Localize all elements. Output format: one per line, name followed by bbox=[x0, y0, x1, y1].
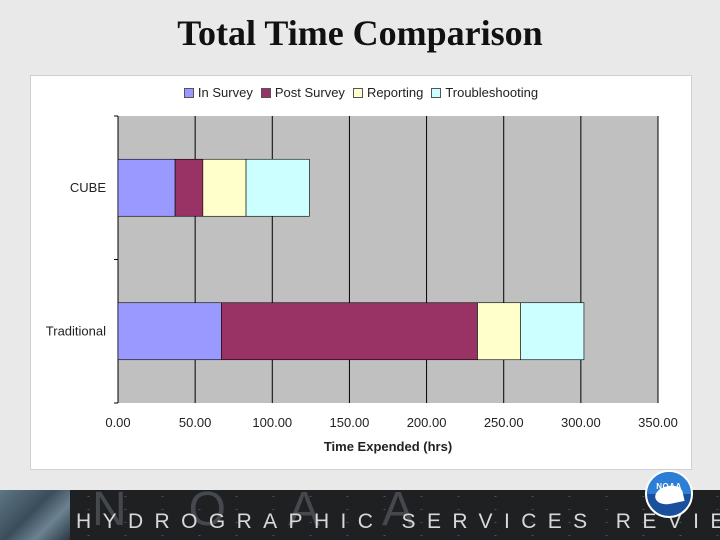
legend-swatch bbox=[352, 87, 363, 98]
legend-item: Reporting bbox=[352, 85, 424, 100]
banner-photo bbox=[0, 490, 70, 540]
bar-traditional-reporting bbox=[477, 302, 521, 361]
bar-traditional-troubleshooting bbox=[520, 302, 585, 361]
slide-title: Total Time Comparison bbox=[177, 13, 543, 53]
bar-traditional-in-survey bbox=[117, 302, 222, 361]
noaa-logo: NOAA bbox=[645, 470, 693, 518]
chart-panel: In Survey Post Survey Reporting Troubleshoo… bbox=[30, 75, 692, 470]
category-label: CUBE bbox=[70, 180, 106, 195]
bar-cube-post-survey bbox=[174, 158, 204, 217]
x-tick-label: 350.00 bbox=[638, 415, 678, 430]
legend-swatch bbox=[431, 87, 442, 98]
banner-pattern bbox=[70, 490, 720, 540]
bar-cube-reporting bbox=[202, 158, 247, 217]
legend-label: Post Survey bbox=[274, 85, 345, 100]
x-axis-title: Time Expended (hrs) bbox=[324, 439, 452, 454]
x-tick-label: 50.00 bbox=[179, 415, 212, 430]
x-tick-label: 300.00 bbox=[561, 415, 601, 430]
banner-panel-name: HYDROGRAPHIC SERVICES REVIEW PANEL bbox=[76, 510, 720, 533]
x-tick-label: 100.00 bbox=[252, 415, 292, 430]
x-tick-label: 200.00 bbox=[407, 415, 447, 430]
footer-banner: NOAA HYDROGRAPHIC SERVICES REVIEW PANEL bbox=[0, 490, 720, 540]
banner-noaa-letters: NOAA bbox=[92, 490, 477, 536]
x-tick-label: 150.00 bbox=[330, 415, 370, 430]
chart-legend: In Survey Post Survey Reporting Troubleshoo… bbox=[31, 85, 691, 100]
legend-item: Post Survey bbox=[260, 85, 345, 100]
legend-label: Troubleshooting bbox=[445, 85, 539, 100]
x-tick-label: 250.00 bbox=[484, 415, 524, 430]
bar-traditional-post-survey bbox=[221, 302, 478, 361]
legend-item: In Survey bbox=[183, 85, 253, 100]
bar-cube-in-survey bbox=[117, 158, 176, 217]
legend-swatch bbox=[183, 87, 194, 98]
legend-label: In Survey bbox=[197, 85, 253, 100]
bar-cube-troubleshooting bbox=[245, 158, 310, 217]
stacked-bar-chart: CUBE Traditional 0.00 50.00 100.00 150.00 200.… bbox=[46, 115, 678, 454]
category-label: Traditional bbox=[46, 323, 106, 338]
x-tick-label: 0.00 bbox=[105, 415, 130, 430]
legend-item: Troubleshooting bbox=[431, 85, 538, 100]
legend-label: Reporting bbox=[366, 85, 424, 100]
legend-swatch bbox=[260, 87, 271, 98]
